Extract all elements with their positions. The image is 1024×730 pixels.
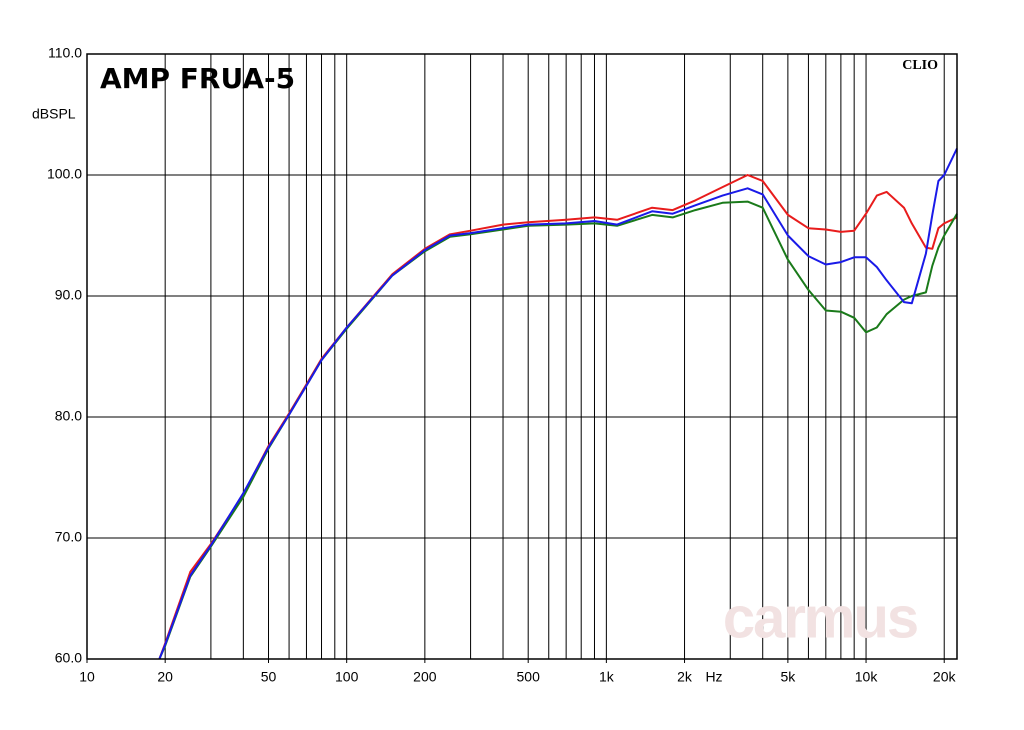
x-tick-label: 1k: [599, 669, 615, 685]
grid: [87, 53, 957, 660]
plot-frame: [86, 53, 958, 660]
watermark: carmus: [723, 585, 917, 650]
y-tick-label: 80.0: [55, 408, 82, 424]
x-tick-label: 100: [335, 669, 359, 685]
y-tick-label: 90.0: [55, 287, 82, 303]
x-tick-label: 20: [157, 669, 173, 685]
x-tick-label: 5k: [780, 669, 796, 685]
y-tick-label: 110.0: [48, 45, 82, 61]
x-tick-label: 10: [79, 669, 95, 685]
x-tick-label: 50: [261, 669, 277, 685]
x-tick-label: 500: [517, 669, 541, 685]
x-axis-label: Hz: [705, 669, 722, 685]
y-tick-label: 60.0: [55, 650, 82, 666]
series-line: [158, 147, 958, 660]
x-tick-label: 10k: [855, 669, 879, 685]
x-tick-label: 20k: [933, 669, 957, 685]
x-tick-label: 200: [413, 669, 437, 685]
lines: [158, 147, 958, 660]
annotation: CLIO: [902, 58, 938, 73]
y-tick-label: 100.0: [47, 166, 82, 182]
chart-title: AMP FRUA-5: [100, 62, 295, 95]
y-tick-label: 70.0: [55, 529, 82, 545]
y-axis-label: dBSPL: [32, 106, 76, 122]
x-tick-label: 2k: [677, 669, 693, 685]
